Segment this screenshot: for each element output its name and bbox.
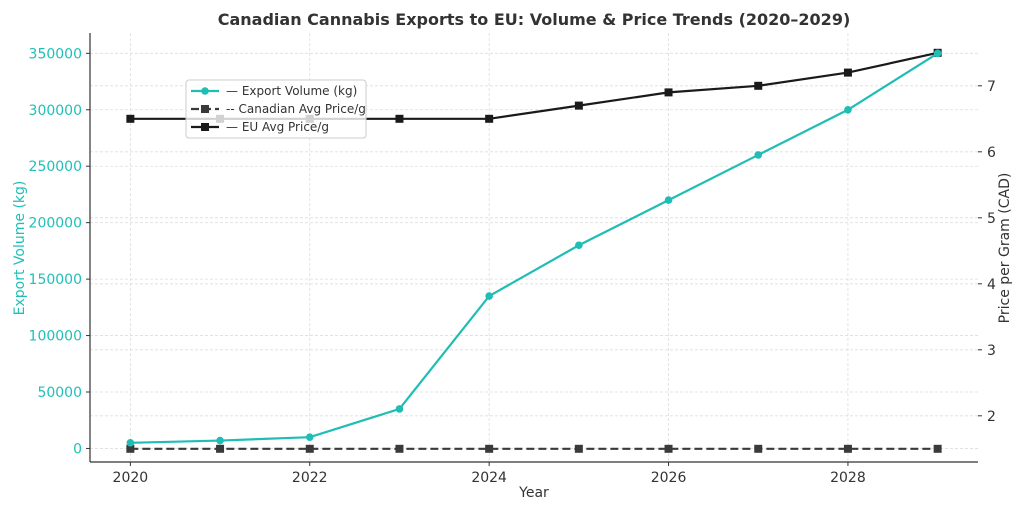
- data-point: [843, 68, 852, 77]
- data-point: [485, 292, 493, 300]
- data-point: [126, 439, 135, 447]
- x-tick-label: 2022: [292, 470, 328, 486]
- legend-box: [185, 79, 367, 139]
- data-point: [664, 88, 673, 97]
- series-line: [130, 52, 939, 444]
- series-1: [126, 444, 942, 453]
- y-right-tick-label: 3: [987, 343, 996, 359]
- x-tick-label: 2026: [651, 470, 687, 486]
- y-left-tick-label: 100000: [29, 329, 82, 345]
- data-point: [485, 114, 494, 123]
- x-axis-label: Year: [518, 485, 549, 501]
- data-point: [216, 436, 224, 445]
- y-left-tick-label: 200000: [29, 216, 82, 232]
- y-left-tick-label: 0: [73, 441, 82, 457]
- x-tick-label: 2020: [113, 470, 149, 486]
- series-layer: [126, 48, 942, 453]
- legend-item: — EU Avg Price/g: [191, 120, 329, 134]
- axes: 0 50000 100000 150000 200000 250000 300000 3500…: [29, 33, 996, 486]
- y-left-tick-label: 300000: [29, 103, 82, 119]
- data-point: [126, 114, 135, 123]
- legend-marker: [201, 87, 209, 95]
- series-0: [126, 49, 942, 447]
- data-point: [305, 444, 314, 453]
- data-point: [844, 105, 852, 114]
- data-point: [485, 444, 494, 453]
- legend-label: -- Canadian Avg Price/g: [226, 102, 366, 116]
- legend-marker: [201, 105, 209, 113]
- grid: [90, 33, 978, 462]
- data-point: [754, 151, 763, 159]
- y-left-tick-label: 150000: [29, 272, 82, 288]
- data-point: [126, 444, 135, 453]
- data-point: [395, 444, 404, 453]
- data-point: [305, 433, 314, 441]
- y-right-tick-label: 7: [987, 79, 996, 95]
- legend-marker: [201, 123, 209, 131]
- data-point: [754, 444, 763, 453]
- data-point: [933, 49, 942, 58]
- data-point: [395, 114, 404, 123]
- x-tick-label: 2024: [471, 470, 507, 486]
- data-point: [216, 444, 225, 453]
- data-point: [395, 405, 404, 413]
- data-point: [575, 241, 583, 250]
- y-left-tick-label: 350000: [29, 46, 82, 62]
- data-point: [664, 444, 673, 453]
- data-point: [754, 81, 763, 90]
- y-axis-right-label: Price per Gram (CAD): [997, 173, 1013, 324]
- data-point: [664, 196, 673, 204]
- chart-title: Canadian Cannabis Exports to EU: Volume …: [218, 10, 851, 29]
- legend-item: -- Canadian Avg Price/g: [191, 102, 366, 116]
- y-right-tick-label: 4: [987, 277, 996, 293]
- legend: — Export Volume (kg) -- Canadian Avg Pric…: [185, 79, 367, 139]
- x-tick-label: 2028: [830, 470, 866, 486]
- data-point: [843, 444, 852, 453]
- y-left-tick-label: 50000: [37, 385, 82, 401]
- legend-label: — Export Volume (kg): [226, 84, 357, 98]
- data-point: [574, 444, 583, 453]
- data-point: [933, 444, 942, 453]
- y-right-tick-label: 5: [987, 211, 996, 227]
- legend-label: — EU Avg Price/g: [226, 120, 329, 134]
- y-left-tick-label: 250000: [29, 159, 82, 175]
- y-axis-left-label: Export Volume (kg): [12, 181, 28, 316]
- data-point: [574, 101, 583, 110]
- y-right-tick-label: 2: [987, 409, 996, 425]
- y-right-tick-label: 6: [987, 145, 996, 161]
- legend-item: — Export Volume (kg): [191, 84, 357, 98]
